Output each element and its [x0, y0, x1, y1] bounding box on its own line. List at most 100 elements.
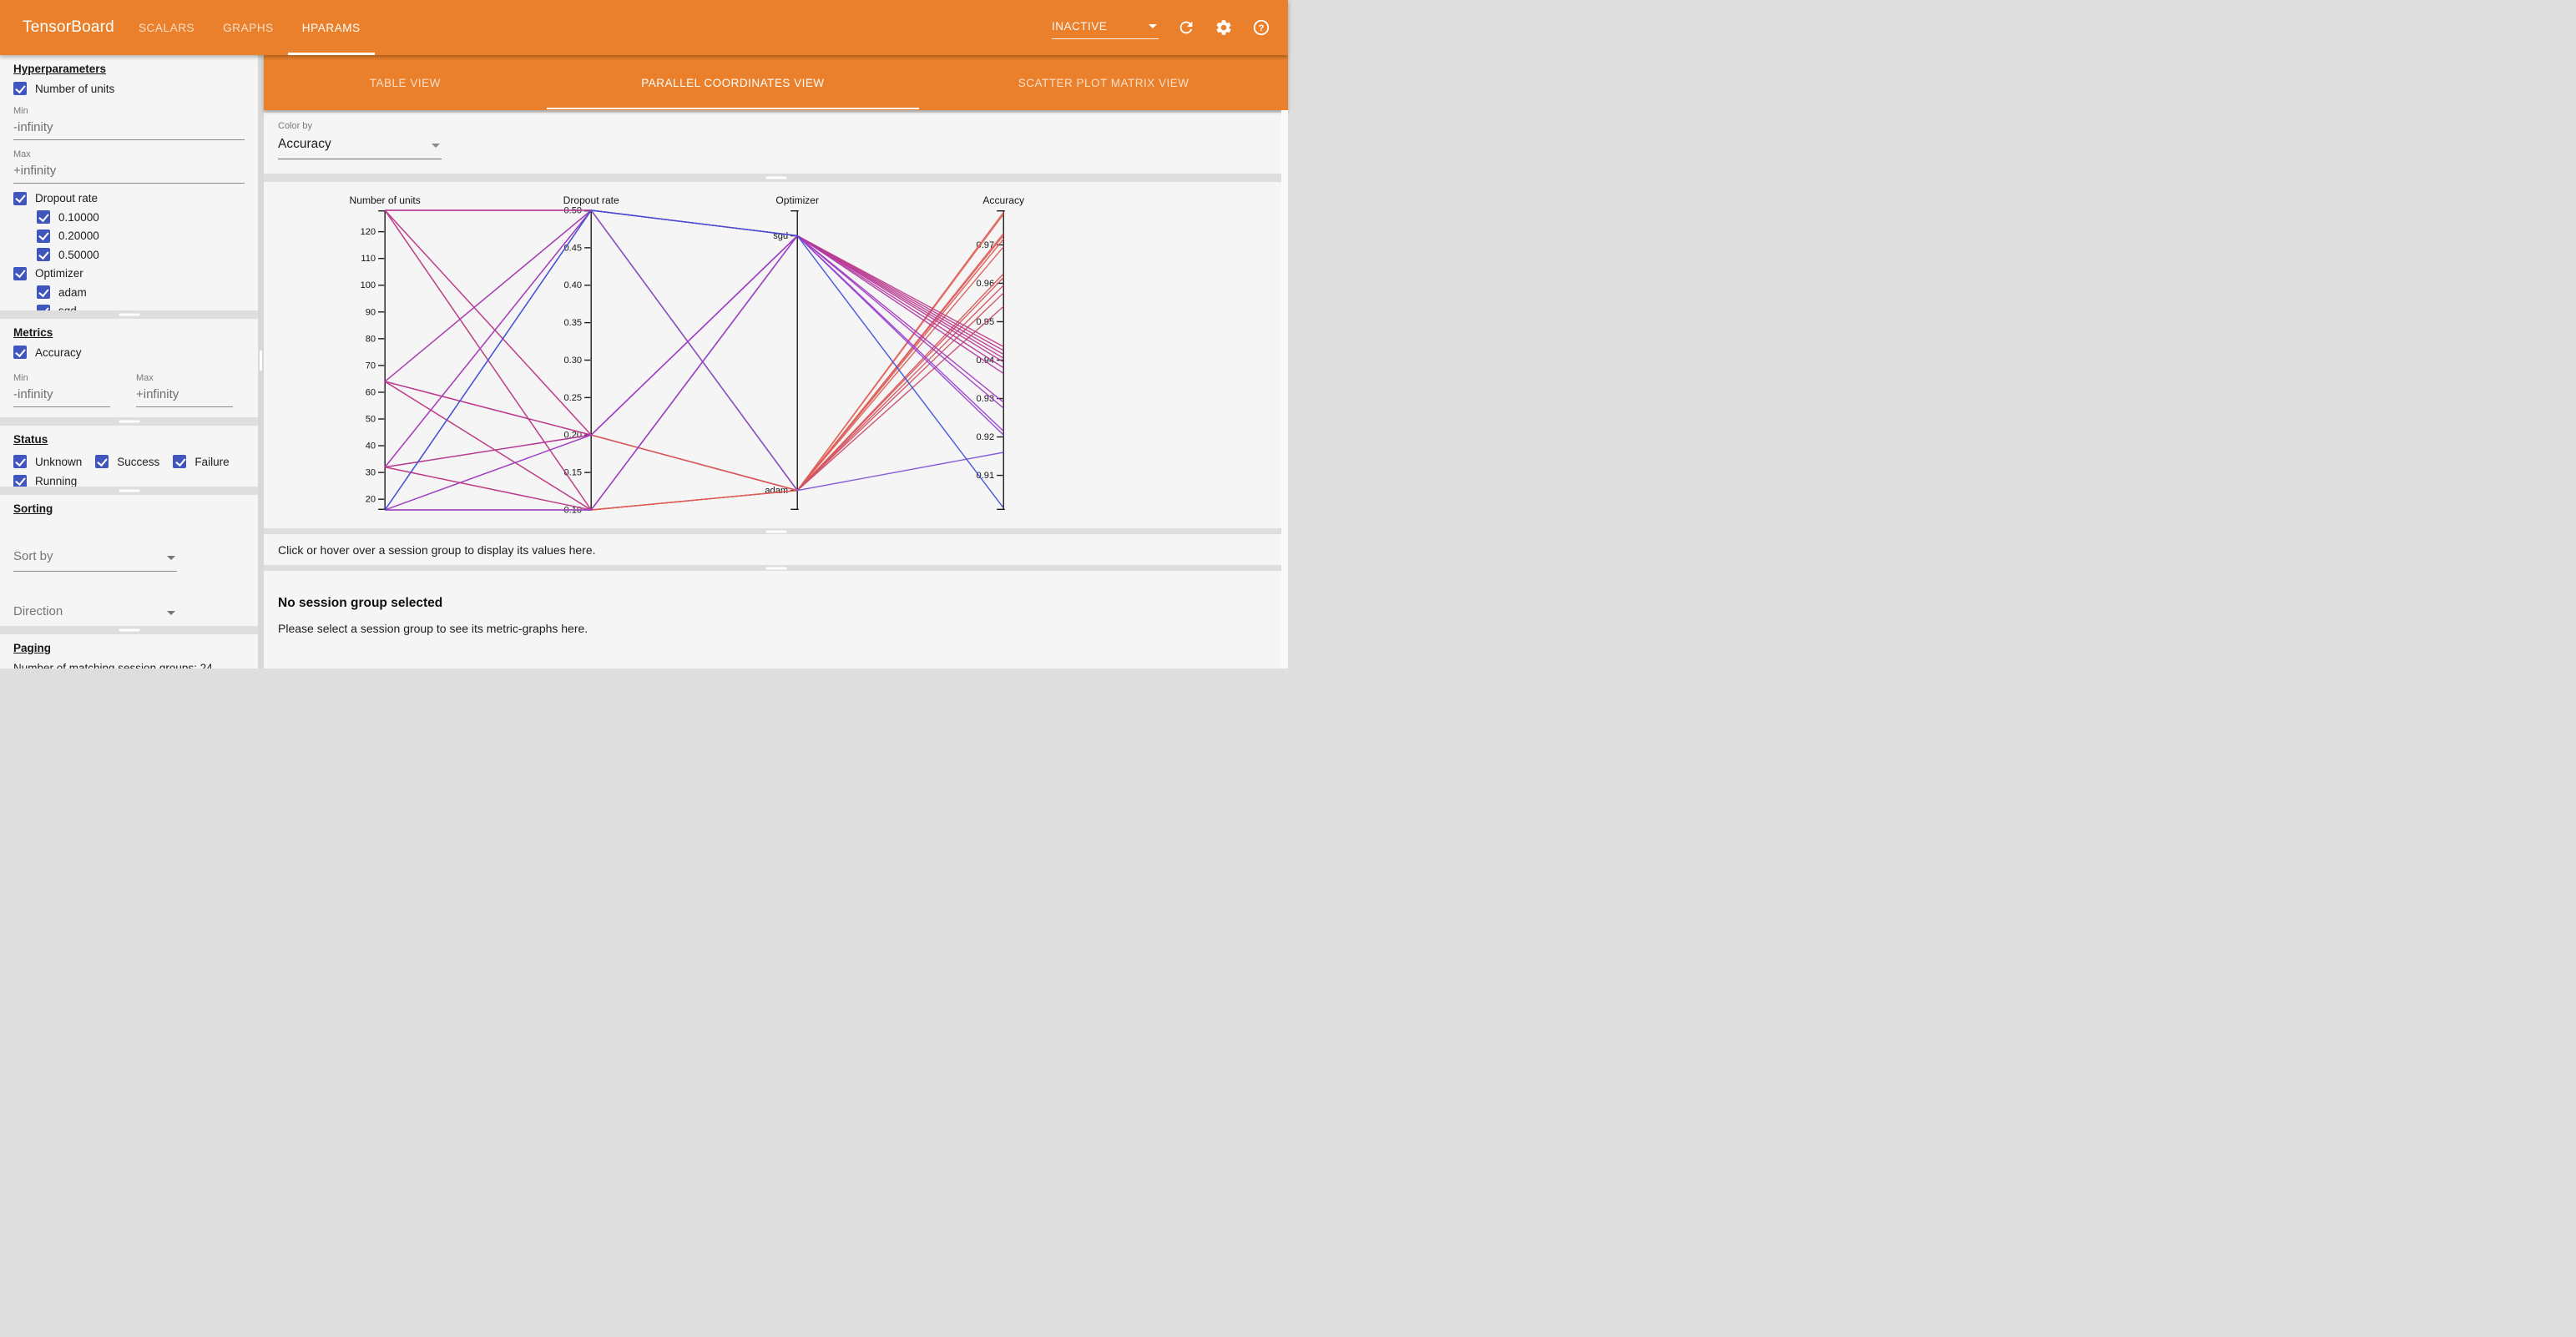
session-values-hint-panel: Click or hover over a session group to d…: [264, 534, 1288, 565]
accuracy-min-input[interactable]: -infinity: [13, 383, 110, 407]
sidebar-resize-handle[interactable]: [258, 55, 264, 668]
checkbox-label-failure: Failure: [194, 455, 230, 468]
checkbox-number-of-units-mount: Number of units: [13, 81, 245, 97]
checkbox-0-10000[interactable]: [37, 210, 50, 225]
main-area: TABLE VIEW PARALLEL COORDINATES VIEW SCATT…: [264, 55, 1288, 668]
axis-number-of-units[interactable]: Number of units 20 30 40 50 60 70 80 90 100 110 120: [350, 194, 421, 510]
nav-item-graphs[interactable]: GRAPHS: [223, 21, 274, 34]
run-status-value: INACTIVE: [1052, 19, 1108, 33]
session-line[interactable]: [385, 235, 1004, 511]
parallel-coordinates-chart[interactable]: Number of units 20 30 40 50 60 70 80 90 100 110 120…: [264, 182, 1288, 528]
checkbox-0-50000[interactable]: [37, 248, 50, 262]
checkbox-accuracy[interactable]: [13, 346, 27, 360]
checkbox-optimizer[interactable]: [13, 266, 27, 280]
nav-item-hparams[interactable]: HPARAMS: [287, 0, 375, 55]
checkbox-label-0-20000: 0.20000: [58, 230, 99, 243]
sidebar: Hyperparameters Number of units Min -inf…: [0, 55, 258, 668]
axis-tick-label: 80: [366, 334, 376, 344]
checkbox-row-number-of-units: Number of units: [13, 81, 245, 97]
checkbox-label-number-of-units: Number of units: [35, 82, 115, 95]
view-tabs: TABLE VIEW PARALLEL COORDINATES VIEW SCATT…: [264, 55, 1288, 110]
axis-tick-label: 0.35: [564, 318, 583, 328]
session-line[interactable]: [384, 235, 1004, 511]
metrics-section: Metrics Accuracy Min -infinity Max +infi…: [0, 319, 258, 417]
axis-tick-label: 20: [366, 495, 376, 505]
session-lines[interactable]: [384, 209, 1004, 511]
session-line[interactable]: [384, 209, 1004, 511]
refresh-icon: [1179, 21, 1193, 34]
tab-parallel-coordinates-view[interactable]: PARALLEL COORDINATES VIEW: [546, 55, 920, 110]
axis-tick-label: 110: [361, 254, 376, 264]
help-button[interactable]: ?: [1251, 18, 1271, 38]
axis-tick-label: 70: [366, 361, 376, 371]
nav-item-scalars[interactable]: SCALARS: [138, 21, 195, 34]
chevron-down-icon: [167, 611, 175, 615]
session-line[interactable]: [384, 277, 1004, 511]
checkbox-0-20000[interactable]: [37, 229, 50, 243]
parallel-coordinates-chart-panel: Number of units 20 30 40 50 60 70 80 90 100 110 120…: [264, 182, 1288, 528]
axis-optimizer[interactable]: Optimizer sgd adam: [765, 194, 819, 510]
session-line[interactable]: [384, 214, 1004, 511]
session-line[interactable]: [384, 209, 1004, 511]
axis-tick-label: 0.91: [977, 471, 995, 481]
panel-splitter[interactable]: [264, 528, 1288, 534]
checkbox-unknown[interactable]: [13, 455, 27, 469]
checkbox-running[interactable]: [13, 474, 27, 487]
axis-tick-label: 100: [361, 280, 376, 290]
settings-button[interactable]: [1214, 18, 1234, 38]
checkbox-label-unknown: Unknown: [35, 455, 83, 468]
gear-icon: [1216, 20, 1231, 35]
sort-by-dropdown[interactable]: Sort by: [13, 546, 177, 572]
tab-scatter-plot-matrix-view[interactable]: SCATTER PLOT MATRIX VIEW: [1018, 76, 1190, 89]
axis-tick-label: 120: [361, 227, 376, 237]
axis-dropout-rate[interactable]: Dropout rate0.100.150.200.250.300.350.40…: [563, 194, 619, 515]
units-max-input[interactable]: +infinity: [13, 159, 245, 184]
checkbox-adam[interactable]: [37, 285, 50, 300]
checkbox-row-optimizer: Optimizer: [13, 266, 245, 282]
chevron-down-icon: [167, 556, 175, 560]
color-by-dropdown[interactable]: Accuracy: [278, 134, 442, 159]
session-metrics-panel: No session group selected Please select …: [264, 571, 1288, 668]
vertical-scrollbar[interactable]: [1281, 110, 1288, 668]
checkbox-dropout-rate[interactable]: [13, 191, 27, 205]
run-status-dropdown[interactable]: INACTIVE: [1052, 17, 1159, 39]
sidebar-splitter[interactable]: [0, 310, 258, 319]
tab-table-view[interactable]: TABLE VIEW: [369, 76, 441, 89]
axis-tick-label: 0.93: [977, 394, 995, 404]
optimizer-values-list: adam sgd: [13, 285, 245, 310]
panel-splitter[interactable]: [264, 174, 1288, 182]
content-area: Hyperparameters Number of units Min -inf…: [0, 55, 1288, 668]
dropout-values-list: 0.10000 0.20000 0.50000: [13, 209, 245, 263]
checkbox-success[interactable]: [95, 455, 109, 469]
panel-splitter[interactable]: [264, 565, 1288, 571]
status-title: Status: [13, 433, 48, 446]
checkbox-dropout-rate-mount: Dropout rate: [13, 191, 245, 207]
direction-dropdown[interactable]: Direction: [13, 601, 177, 626]
session-line[interactable]: [384, 209, 1004, 511]
checkbox-number-of-units[interactable]: [13, 82, 27, 96]
checkbox-failure[interactable]: [173, 455, 187, 469]
axis-tick-label: 60: [366, 388, 376, 398]
refresh-button[interactable]: [1176, 18, 1196, 38]
session-line[interactable]: [384, 209, 1004, 436]
units-max-label: Max: [13, 149, 31, 159]
session-line[interactable]: [384, 209, 1004, 511]
checkbox-row-accuracy: Accuracy: [13, 345, 245, 361]
accuracy-minmax-row: Min -infinity Max +infinity: [13, 364, 245, 407]
sorting-section: Sorting Sort by Direction: [0, 495, 258, 626]
sidebar-splitter[interactable]: [0, 417, 258, 426]
accuracy-max-input[interactable]: +infinity: [136, 383, 233, 407]
units-min-input[interactable]: -infinity: [13, 116, 245, 140]
axis-tick-label: 40: [366, 441, 376, 452]
sidebar-splitter[interactable]: [0, 487, 258, 495]
checkbox-sgd[interactable]: [37, 304, 50, 310]
no-session-subtitle: Please select a session group to see its…: [278, 622, 588, 635]
svg-text:?: ?: [1259, 23, 1265, 33]
checkbox-label-0-50000: 0.50000: [58, 248, 99, 261]
axis-tick-label: 0.30: [564, 356, 583, 366]
sidebar-splitter[interactable]: [0, 626, 258, 634]
checkbox-optimizer-mount: Optimizer: [13, 266, 245, 282]
color-by-value: Accuracy: [278, 137, 331, 151]
top-bar: TensorBoard SCALARS GRAPHS HPARAMS INACTIV…: [0, 0, 1288, 55]
accuracy-max-label: Max: [136, 372, 154, 383]
